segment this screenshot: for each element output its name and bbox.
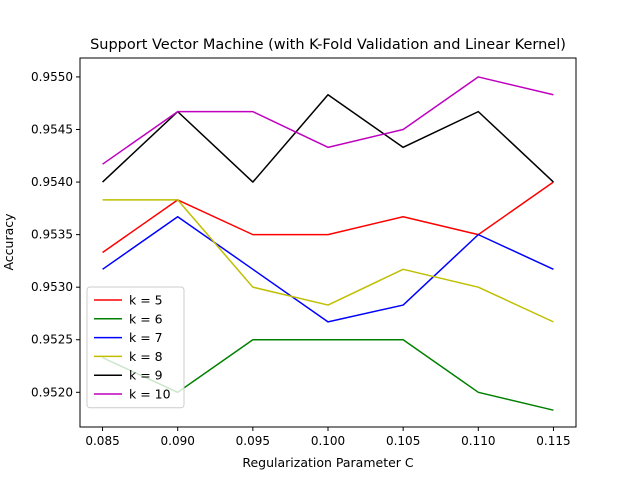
x-tick-label: 0.110 (461, 434, 495, 448)
y-tick-label: 0.9550 (31, 70, 73, 84)
x-tick-label: 0.115 (536, 434, 570, 448)
y-tick-label: 0.9535 (31, 228, 73, 242)
series-line-6 (102, 76, 554, 165)
x-tick-label: 0.100 (311, 434, 345, 448)
legend-label-5: k = 9 (129, 368, 163, 383)
legend: k = 5 k = 6 k = 7 k = 8 k = 9 k = 10 (86, 286, 185, 409)
series-line-3 (102, 215, 554, 323)
x-tick-label: 0.105 (386, 434, 420, 448)
legend-label-2: k = 6 (129, 311, 163, 326)
y-tick-label: 0.9545 (31, 122, 73, 136)
x-tick-label: 0.095 (236, 434, 270, 448)
y-tick-label: 0.9530 (31, 280, 73, 294)
legend-box (86, 286, 185, 409)
y-tick-label: 0.9540 (31, 175, 73, 189)
y-tick-label: 0.9525 (31, 333, 73, 347)
chart-title: Support Vector Machine (with K-Fold Vali… (90, 37, 566, 53)
x-axis-label: Regularization Parameter C (242, 455, 414, 470)
legend-label-3: k = 7 (129, 330, 163, 345)
legend-label-4: k = 8 (129, 349, 163, 364)
y-axis: 0.9520 0.9525 0.9530 0.9535 0.9540 0.9545 0.95… (31, 70, 80, 399)
y-tick-label: 0.9520 (31, 385, 73, 399)
x-tick-label: 0.090 (161, 434, 195, 448)
x-axis: 0.085 0.090 0.095 0.100 0.105 0.110 0.115 (85, 427, 571, 448)
legend-label-6: k = 10 (129, 387, 171, 402)
x-tick-label: 0.085 (85, 434, 119, 448)
y-axis-label: Accuracy (1, 213, 16, 271)
legend-label-1: k = 5 (129, 293, 163, 308)
series-line-4 (102, 199, 554, 323)
